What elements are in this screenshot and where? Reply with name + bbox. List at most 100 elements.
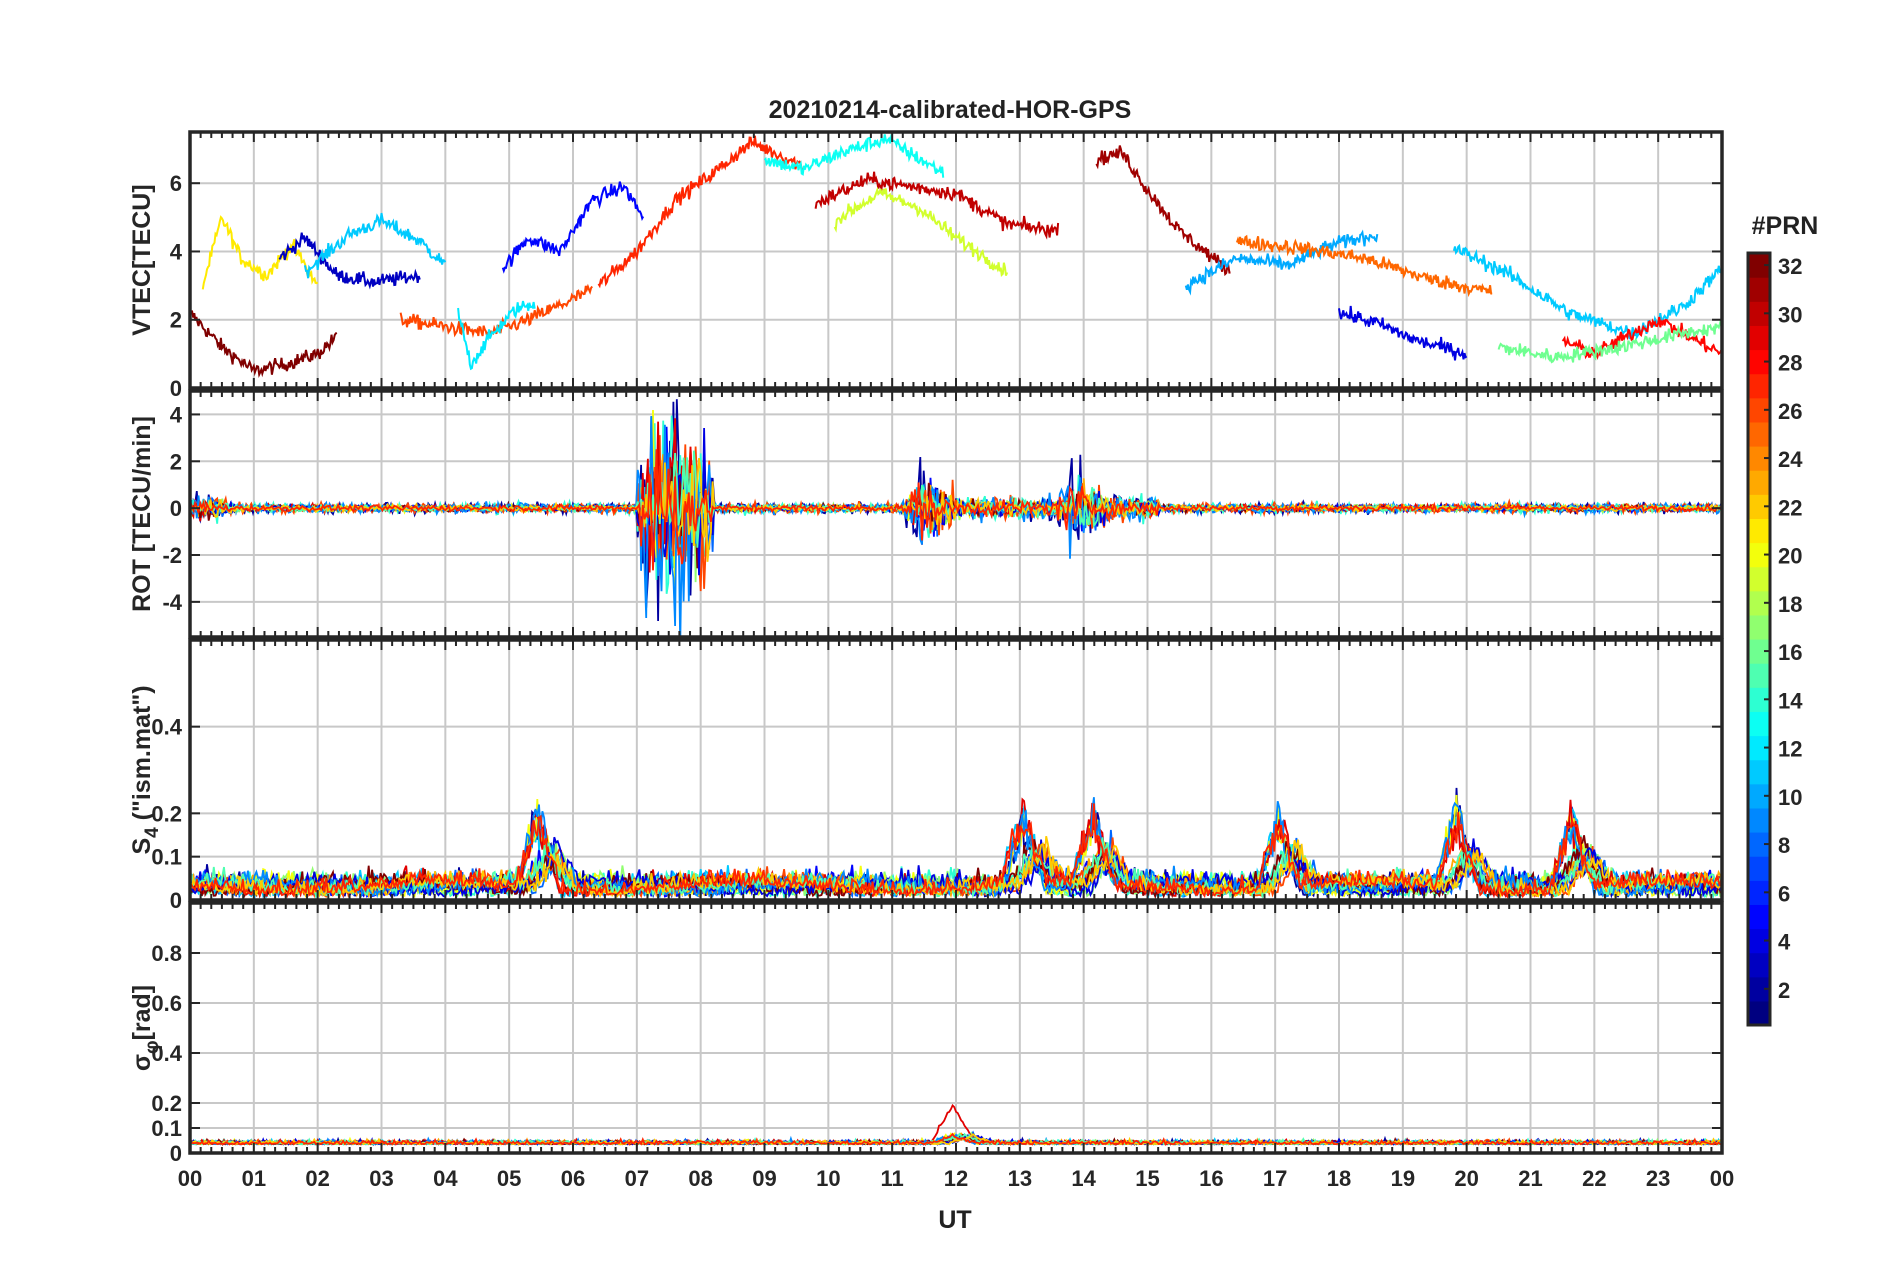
x-tick-label: 18 bbox=[1327, 1166, 1351, 1191]
colorbar-segment bbox=[1748, 590, 1770, 616]
x-tick-label: 07 bbox=[625, 1166, 649, 1191]
vtec-trace-prn-3 bbox=[278, 232, 421, 290]
y-tick-label: -2 bbox=[162, 543, 182, 568]
colorbar-segment bbox=[1748, 614, 1770, 640]
x-tick-label: 16 bbox=[1199, 1166, 1223, 1191]
colorbar-tick-label: 10 bbox=[1778, 785, 1802, 810]
colorbar-tick-label: 16 bbox=[1778, 640, 1802, 665]
rot-trace-prn-27 bbox=[190, 449, 1722, 571]
y-tick-label: 4 bbox=[170, 402, 183, 427]
s4-trace-prn-27 bbox=[190, 803, 1722, 900]
y-tick-label: -4 bbox=[162, 590, 182, 615]
x-tick-label: 21 bbox=[1518, 1166, 1542, 1191]
colorbar-segment bbox=[1748, 952, 1770, 978]
vtec-trace-prn-10 bbox=[1184, 229, 1379, 296]
y-tick-label: 0 bbox=[170, 888, 182, 913]
colorbar-segment bbox=[1748, 639, 1770, 664]
colorbar-tick-label: 8 bbox=[1778, 833, 1790, 858]
vtec-trace-prn-12 bbox=[457, 300, 536, 371]
colorbar-tick-label: 32 bbox=[1778, 254, 1802, 279]
y-tick-label: 0.1 bbox=[151, 1116, 182, 1141]
colorbar-segment bbox=[1748, 542, 1770, 568]
colorbar-tick-label: 30 bbox=[1778, 302, 1802, 327]
vtec-trace-prn-26 bbox=[399, 283, 593, 339]
y-tick-label: 0.2 bbox=[151, 801, 182, 826]
x-tick-label: 05 bbox=[497, 1166, 521, 1191]
x-axis-label: UT bbox=[938, 1206, 971, 1234]
y-axis-label: σφ[rad] bbox=[128, 985, 163, 1071]
series-group bbox=[190, 399, 1722, 637]
x-tick-label: 01 bbox=[242, 1166, 266, 1191]
vtec-trace-prn-11 bbox=[303, 212, 447, 279]
vtec-trace-prn-31 bbox=[1095, 145, 1231, 277]
colorbar-tick-label: 4 bbox=[1778, 930, 1791, 955]
vtec-trace-prn-21 bbox=[201, 215, 319, 290]
x-tick-label: 14 bbox=[1071, 1166, 1096, 1191]
colorbar-tick-label: 24 bbox=[1778, 447, 1803, 472]
vtec-trace-prn-32 bbox=[190, 308, 338, 379]
x-tick-label: 03 bbox=[369, 1166, 393, 1191]
y-tick-label: 0 bbox=[170, 376, 182, 401]
y-tick-label: 0 bbox=[170, 496, 182, 521]
colorbar-segment bbox=[1748, 663, 1770, 688]
colorbar-segment bbox=[1748, 325, 1770, 351]
colorbar-segment bbox=[1748, 735, 1770, 761]
y-tick-label: 0.8 bbox=[151, 941, 182, 966]
y-tick-label: 0.4 bbox=[151, 715, 182, 740]
x-tick-label: 10 bbox=[816, 1166, 840, 1191]
vtec-trace-prn-30 bbox=[814, 171, 1060, 240]
colorbar-segment bbox=[1748, 446, 1770, 471]
vtec-trace-prn-19 bbox=[833, 186, 1009, 278]
colorbar-segment bbox=[1748, 832, 1770, 857]
colorbar-tick-label: 28 bbox=[1778, 351, 1802, 376]
colorbar-segment bbox=[1748, 928, 1770, 954]
colorbar-segment bbox=[1748, 421, 1770, 447]
x-tick-label: 12 bbox=[944, 1166, 968, 1191]
colorbar-segment bbox=[1748, 711, 1770, 737]
colorbar-segment bbox=[1748, 518, 1770, 544]
y-axis-label: VTEC[TECU] bbox=[128, 184, 156, 335]
x-tick-label: 22 bbox=[1582, 1166, 1606, 1191]
colorbar-segment bbox=[1748, 1000, 1770, 1026]
x-tick-label: 08 bbox=[688, 1166, 712, 1191]
y-axis-label: ROT [TECU/min] bbox=[128, 416, 156, 612]
x-axis: 00 01 02 03 04 05 06 07 08 09 10 11 12 13 14 15 16 17 18 19… bbox=[178, 1166, 1734, 1191]
panel-sigphi: 00.10.2 0.4 0.6 0.8 σφ[rad] bbox=[128, 901, 1724, 1166]
vtec-trace-prn-4 bbox=[1338, 305, 1468, 361]
colorbar-tick-label: 22 bbox=[1778, 495, 1802, 520]
y-tick-label: 0.1 bbox=[151, 845, 182, 870]
colorbar-tick-label: 6 bbox=[1778, 881, 1790, 906]
colorbar-segment bbox=[1748, 494, 1770, 519]
colorbar-segment bbox=[1748, 783, 1770, 809]
x-tick-label: 06 bbox=[561, 1166, 585, 1191]
vtec-trace-prn-25 bbox=[1235, 234, 1493, 298]
chart-title: 20210214-calibrated-HOR-GPS bbox=[769, 96, 1132, 124]
series-group bbox=[190, 133, 1722, 379]
panel-vtec: 0 2 4 6 VTEC[TECU] bbox=[128, 130, 1724, 401]
y-tick-label: 0.6 bbox=[151, 991, 182, 1016]
x-tick-label: 00 bbox=[1710, 1166, 1734, 1191]
x-tick-label: 15 bbox=[1135, 1166, 1159, 1191]
colorbar-tick-label: 20 bbox=[1778, 544, 1802, 569]
x-tick-label: 23 bbox=[1646, 1166, 1670, 1191]
vtec-trace-prn-28 bbox=[1561, 316, 1722, 361]
colorbar-tick-label: 2 bbox=[1778, 978, 1790, 1003]
colorbar-segment bbox=[1748, 904, 1770, 930]
vtec-trace-prn-13 bbox=[763, 133, 945, 178]
colorbar-segment bbox=[1748, 807, 1770, 833]
colorbar-segment bbox=[1748, 277, 1770, 302]
y-tick-label: 0.2 bbox=[151, 1091, 182, 1116]
x-tick-label: 04 bbox=[433, 1166, 458, 1191]
y-tick-label: 6 bbox=[170, 171, 182, 196]
vtec-trace-prn-5 bbox=[501, 181, 645, 274]
vtec-trace-prn-11 bbox=[1452, 243, 1722, 340]
colorbar-segment bbox=[1748, 349, 1770, 375]
colorbar-tick-label: 26 bbox=[1778, 399, 1802, 424]
x-tick-label: 13 bbox=[1008, 1166, 1032, 1191]
y-tick-label: 2 bbox=[170, 449, 182, 474]
colorbar-segment bbox=[1748, 880, 1770, 905]
colorbar-segment bbox=[1748, 976, 1770, 1002]
colorbar-segment bbox=[1748, 397, 1770, 423]
